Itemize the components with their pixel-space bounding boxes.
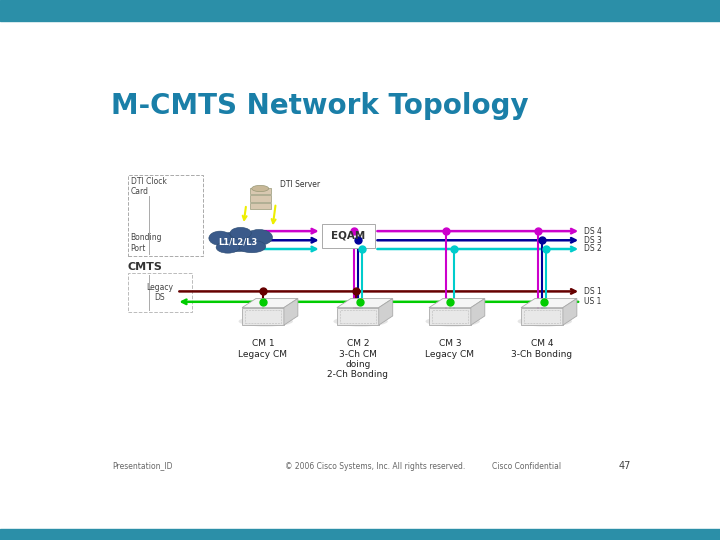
Text: Legacy
DS: Legacy DS xyxy=(147,283,174,302)
Ellipse shape xyxy=(238,316,293,327)
Bar xyxy=(128,175,203,256)
Bar xyxy=(250,203,271,210)
Polygon shape xyxy=(379,299,392,325)
Polygon shape xyxy=(521,308,563,325)
Text: Bonding
Port: Bonding Port xyxy=(131,233,162,253)
Text: CM 1
Legacy CM: CM 1 Legacy CM xyxy=(238,339,287,359)
Polygon shape xyxy=(337,308,379,325)
Text: CM 3
Legacy CM: CM 3 Legacy CM xyxy=(426,339,474,359)
Ellipse shape xyxy=(426,316,480,327)
Text: © 2006 Cisco Systems, Inc. All rights reserved.: © 2006 Cisco Systems, Inc. All rights re… xyxy=(285,462,466,471)
Ellipse shape xyxy=(209,231,231,245)
Ellipse shape xyxy=(246,230,272,245)
Text: DTI Server: DTI Server xyxy=(279,180,320,189)
Text: 47: 47 xyxy=(619,461,631,471)
Text: CM 2
3-Ch CM
doing
2-Ch Bonding: CM 2 3-Ch CM doing 2-Ch Bonding xyxy=(328,339,388,380)
Polygon shape xyxy=(471,299,485,325)
Ellipse shape xyxy=(518,316,572,327)
Text: M-CMTS Network Topology: M-CMTS Network Topology xyxy=(111,92,528,120)
Ellipse shape xyxy=(238,240,266,253)
Bar xyxy=(250,195,271,201)
Ellipse shape xyxy=(217,232,258,252)
Bar xyxy=(250,188,271,194)
Polygon shape xyxy=(337,299,392,308)
Polygon shape xyxy=(429,299,485,308)
Text: US 1: US 1 xyxy=(584,298,601,306)
Text: EQAM: EQAM xyxy=(331,231,365,241)
Polygon shape xyxy=(284,299,298,325)
Text: CMTS: CMTS xyxy=(128,262,163,272)
Text: Cisco Confidential: Cisco Confidential xyxy=(492,462,561,471)
Polygon shape xyxy=(521,299,577,308)
Text: DS 1: DS 1 xyxy=(584,287,602,296)
Text: DS 3: DS 3 xyxy=(584,236,602,245)
Polygon shape xyxy=(563,299,577,325)
Text: CM 4
3-Ch Bonding: CM 4 3-Ch Bonding xyxy=(511,339,572,359)
Bar xyxy=(322,224,374,248)
Ellipse shape xyxy=(230,227,251,239)
Bar xyxy=(128,273,192,312)
Text: L1/L2/L3: L1/L2/L3 xyxy=(218,237,258,246)
Ellipse shape xyxy=(216,241,240,253)
Text: DTI Clock
Card: DTI Clock Card xyxy=(131,177,166,197)
Ellipse shape xyxy=(252,185,269,192)
Text: Presentation_ID: Presentation_ID xyxy=(112,462,173,471)
Text: DS 4: DS 4 xyxy=(584,227,602,235)
Ellipse shape xyxy=(333,316,388,327)
Text: DS 2: DS 2 xyxy=(584,245,602,253)
Polygon shape xyxy=(242,299,298,308)
Polygon shape xyxy=(242,308,284,325)
Polygon shape xyxy=(429,308,471,325)
